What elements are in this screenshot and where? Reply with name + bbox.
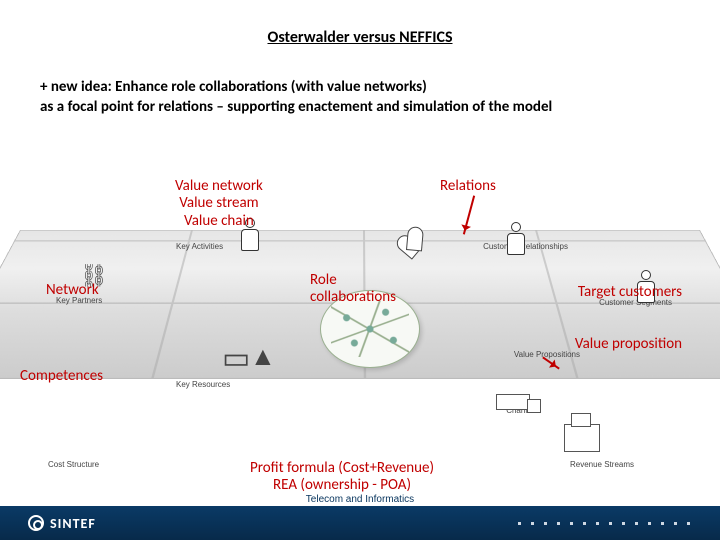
tiny-value-prop: Value Propositions: [514, 350, 580, 359]
tiny-cost: Cost Structure: [48, 460, 99, 469]
person-icon: [502, 222, 530, 262]
footer-bar: SINTEF: [0, 506, 720, 540]
tiny-key-resources: Key Resources: [176, 380, 230, 389]
brand-logo: SINTEF: [0, 515, 96, 532]
label-profit-2: REA (ownership - POA): [250, 477, 434, 494]
label-competences: Competences: [20, 368, 103, 385]
cone-icon: ▲: [250, 340, 276, 372]
label-value-network-group: Value network Value stream Value chain: [175, 178, 263, 230]
label-value-network: Value network: [175, 178, 263, 195]
truck-icon: [496, 394, 530, 410]
label-profit-1: Profit formula (Cost+Revenue): [250, 460, 434, 477]
label-profit-group: Profit formula (Cost+Revenue) REA (owner…: [250, 460, 434, 495]
tiny-key-activities: Key Activities: [176, 242, 223, 251]
cash-register-icon: [564, 424, 600, 452]
arrow-icon: [463, 195, 475, 234]
label-value-chain: Value chain: [175, 213, 263, 230]
label-value-proposition: Value proposition: [575, 336, 682, 353]
label-value-stream: Value stream: [175, 195, 263, 212]
footer-dots-icon: [518, 522, 720, 525]
label-role-collab: Role collaborations: [310, 272, 396, 307]
label-relations: Relations: [440, 178, 496, 195]
diagram-area: Key Activities Key Partners Key Resource…: [0, 170, 720, 470]
label-network: Network: [46, 282, 99, 299]
brand-name: SINTEF: [50, 515, 96, 532]
footer-department: Telecom and Informatics: [0, 494, 720, 505]
box-icon: ▭: [222, 340, 250, 377]
slide-title: Osterwalder versus NEFFICS: [0, 0, 720, 47]
tiny-revenue: Revenue Streams: [570, 460, 634, 469]
logo-ring-icon: [28, 515, 44, 531]
label-target-customers: Target customers: [578, 284, 682, 301]
slide-subtitle: + new idea: Enhance role collaborations …: [0, 47, 720, 118]
